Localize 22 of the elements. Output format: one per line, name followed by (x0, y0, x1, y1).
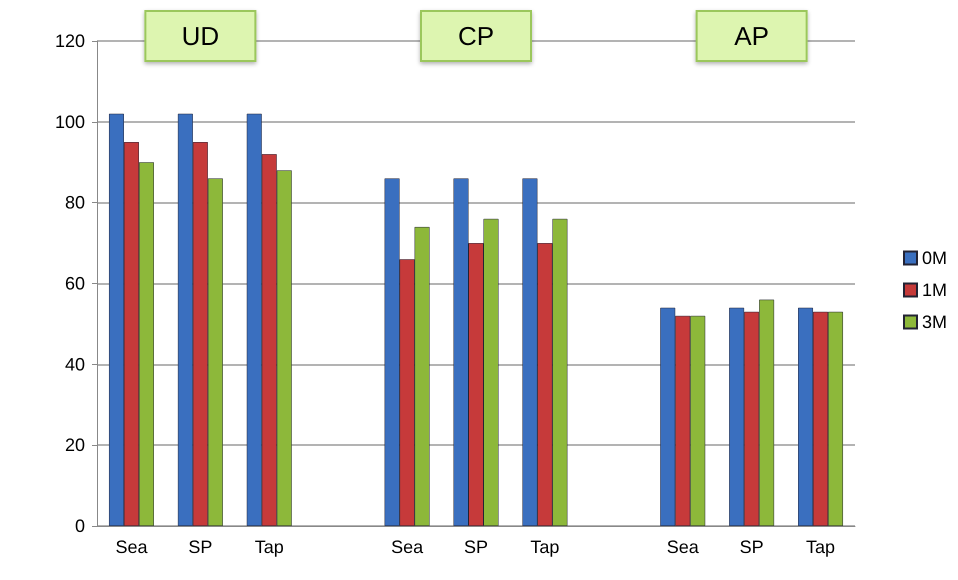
y-tick-label: 60 (64, 274, 85, 294)
x-tick-label: Sea (391, 537, 424, 557)
x-tick-label: Tap (806, 537, 836, 557)
x-tick-label: SP (464, 537, 488, 557)
x-tick-label: Tap (530, 537, 560, 557)
x-tick-label: Sea (115, 537, 148, 557)
x-tick-label: SP (188, 537, 212, 557)
annotation: AP (734, 21, 769, 51)
annotation: UD (182, 21, 220, 51)
legend-label: 3M (922, 312, 948, 332)
y-tick-label: 100 (54, 112, 85, 132)
y-tick-label: 120 (54, 31, 85, 51)
x-tick-label: SP (740, 537, 764, 557)
legend-label: 0M (922, 248, 948, 268)
y-tick-label: 0 (74, 516, 85, 536)
x-tick-label: Tap (254, 537, 284, 557)
annotation: CP (458, 21, 494, 51)
y-tick-label: 20 (64, 435, 85, 456)
x-tick-label: Sea (666, 537, 700, 557)
legend-label: 1M (922, 280, 948, 300)
y-tick-label: 80 (64, 192, 85, 213)
y-tick-label: 40 (64, 354, 85, 374)
